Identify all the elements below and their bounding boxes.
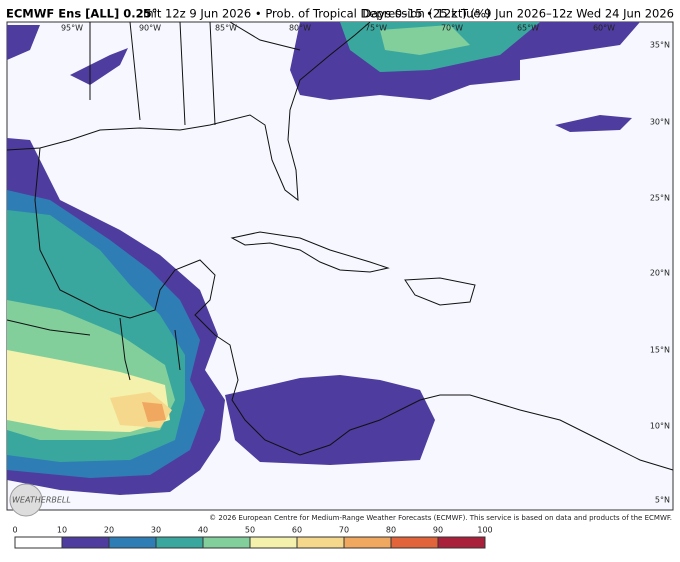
- latitude-label: 30°N: [650, 118, 670, 127]
- prob-shade: [70, 48, 128, 85]
- latitude-label: 5°N: [655, 496, 670, 505]
- longitude-label: 60°W: [593, 24, 615, 33]
- colorbar-label: 0: [12, 526, 17, 535]
- colorbar-segment: [203, 537, 250, 548]
- coastline: [34, 147, 674, 471]
- longitude-label: 65°W: [517, 24, 539, 33]
- coastline: [6, 21, 371, 202]
- logo: WEATHERBELL: [9, 483, 71, 517]
- colorbar-segment: [15, 537, 62, 548]
- colorbar-segment: [250, 537, 297, 548]
- colorbar-segment: [344, 537, 391, 548]
- longitude-label: 90°W: [139, 24, 161, 33]
- colorbar-label: 50: [245, 526, 255, 535]
- colorbar-label: 10: [57, 526, 67, 535]
- colorbar-segment: [391, 537, 438, 548]
- description: Init 12z 9 Jun 2026 • Prob. of Tropical …: [143, 7, 490, 21]
- prob-shade: [380, 25, 470, 55]
- logo-text: WEATHERBELL: [12, 496, 71, 505]
- colorbar-label: 70: [339, 526, 349, 535]
- colorbar-segment: [297, 537, 344, 548]
- island: [404, 277, 476, 306]
- colorbar-segment: [156, 537, 203, 548]
- longitude-label: 75°W: [365, 24, 387, 33]
- border: [89, 21, 301, 126]
- latitude-label: 15°N: [650, 346, 670, 355]
- map: WEATHERBELL © 2026 European Centre for M…: [6, 21, 674, 522]
- colorbar-segment: [109, 537, 156, 548]
- colorbar-label: 100: [477, 526, 492, 535]
- colorbar-segment: [438, 537, 485, 548]
- latitude-label: 20°N: [650, 269, 670, 278]
- colorbar-label: 60: [292, 526, 302, 535]
- colorbar-label: 90: [433, 526, 443, 535]
- colorbar-label: 30: [151, 526, 161, 535]
- latitude-label: 35°N: [650, 41, 670, 50]
- island: [230, 231, 390, 273]
- period: Days 0–15 • 12z Tue 9 Jun 2026–12z Wed 2…: [362, 7, 674, 21]
- prob-shade: [7, 25, 40, 60]
- colorbar-segment: [62, 537, 109, 548]
- longitude-label: 80°W: [289, 24, 311, 33]
- copyright: © 2026 European Centre for Medium-Range …: [209, 514, 672, 522]
- border: [6, 317, 181, 381]
- model-title: ECMWF Ens [ALL] 0.25°: [6, 7, 157, 21]
- colorbar-label: 80: [386, 526, 396, 535]
- longitude-label: 95°W: [61, 24, 83, 33]
- prob-shade: [555, 115, 632, 132]
- colorbar-label: 20: [104, 526, 114, 535]
- longitude-label: 70°W: [441, 24, 463, 33]
- prob-shade: [225, 375, 435, 465]
- colorbar-label: 40: [198, 526, 208, 535]
- prob-shade: [142, 402, 166, 422]
- latitude-label: 10°N: [650, 422, 670, 431]
- latitude-label: 25°N: [650, 194, 670, 203]
- longitude-label: 85°W: [215, 24, 237, 33]
